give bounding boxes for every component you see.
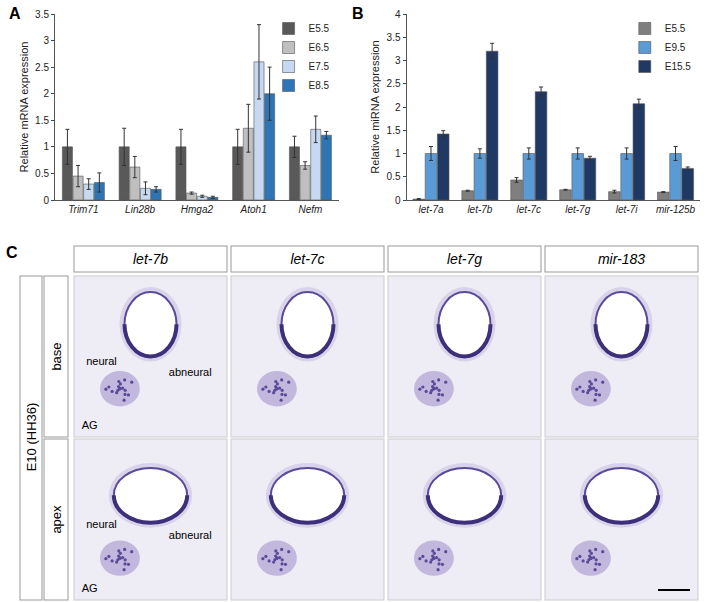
svg-text:0.5: 0.5 (387, 171, 401, 182)
svg-text:1.5: 1.5 (387, 125, 401, 136)
svg-text:abneural: abneural (169, 366, 212, 378)
svg-text:Trim71: Trim71 (68, 204, 98, 215)
svg-text:1: 1 (395, 148, 401, 159)
svg-text:0.5: 0.5 (35, 168, 49, 179)
svg-text:1.5: 1.5 (35, 115, 49, 126)
svg-text:E5.5: E5.5 (665, 23, 686, 34)
svg-text:let-7b: let-7b (133, 251, 168, 267)
svg-text:E5.5: E5.5 (309, 23, 330, 34)
svg-text:Hmga2: Hmga2 (181, 204, 214, 215)
svg-text:apex: apex (49, 505, 64, 534)
svg-text:3.5: 3.5 (35, 9, 49, 20)
svg-text:AG: AG (82, 419, 98, 431)
svg-text:E15.5: E15.5 (665, 61, 692, 72)
svg-text:2.5: 2.5 (387, 78, 401, 89)
svg-text:base: base (49, 342, 64, 370)
svg-text:0: 0 (395, 195, 401, 206)
svg-text:0: 0 (43, 195, 49, 206)
svg-text:let-7b: let-7b (467, 204, 492, 215)
svg-text:E7.5: E7.5 (309, 61, 330, 72)
svg-text:let-7c: let-7c (517, 204, 541, 215)
svg-text:3: 3 (43, 35, 49, 46)
svg-text:E8.5: E8.5 (309, 80, 330, 91)
svg-text:mir-183: mir-183 (598, 251, 645, 267)
svg-text:Lin28b: Lin28b (125, 204, 155, 215)
svg-text:E10 (HH36): E10 (HH36) (24, 403, 39, 472)
svg-text:1: 1 (43, 141, 49, 152)
svg-text:E6.5: E6.5 (309, 42, 330, 53)
svg-text:B: B (352, 5, 364, 22)
svg-text:let-7g: let-7g (447, 251, 482, 267)
svg-text:let-7a: let-7a (418, 204, 443, 215)
svg-text:Atoh1: Atoh1 (240, 204, 267, 215)
svg-text:Relative miRNA expression: Relative miRNA expression (369, 40, 381, 173)
svg-text:abneural: abneural (169, 529, 212, 541)
svg-text:2: 2 (395, 102, 401, 113)
svg-text:AG: AG (82, 582, 98, 594)
svg-text:let-7g: let-7g (565, 204, 590, 215)
svg-text:C: C (6, 244, 18, 261)
svg-text:2.5: 2.5 (35, 62, 49, 73)
svg-text:neural: neural (86, 355, 117, 367)
svg-text:3.5: 3.5 (387, 32, 401, 43)
svg-text:4: 4 (395, 9, 401, 20)
svg-text:E9.5: E9.5 (665, 42, 686, 53)
svg-text:let-7c: let-7c (290, 251, 324, 267)
svg-text:A: A (9, 5, 21, 22)
svg-text:let-7i: let-7i (616, 204, 638, 215)
svg-text:Relative mRNA expression: Relative mRNA expression (18, 42, 30, 173)
svg-text:Nefm: Nefm (298, 204, 322, 215)
svg-text:mir-125b: mir-125b (656, 204, 696, 215)
svg-text:2: 2 (43, 88, 49, 99)
svg-text:neural: neural (86, 518, 117, 530)
svg-text:3: 3 (395, 55, 401, 66)
